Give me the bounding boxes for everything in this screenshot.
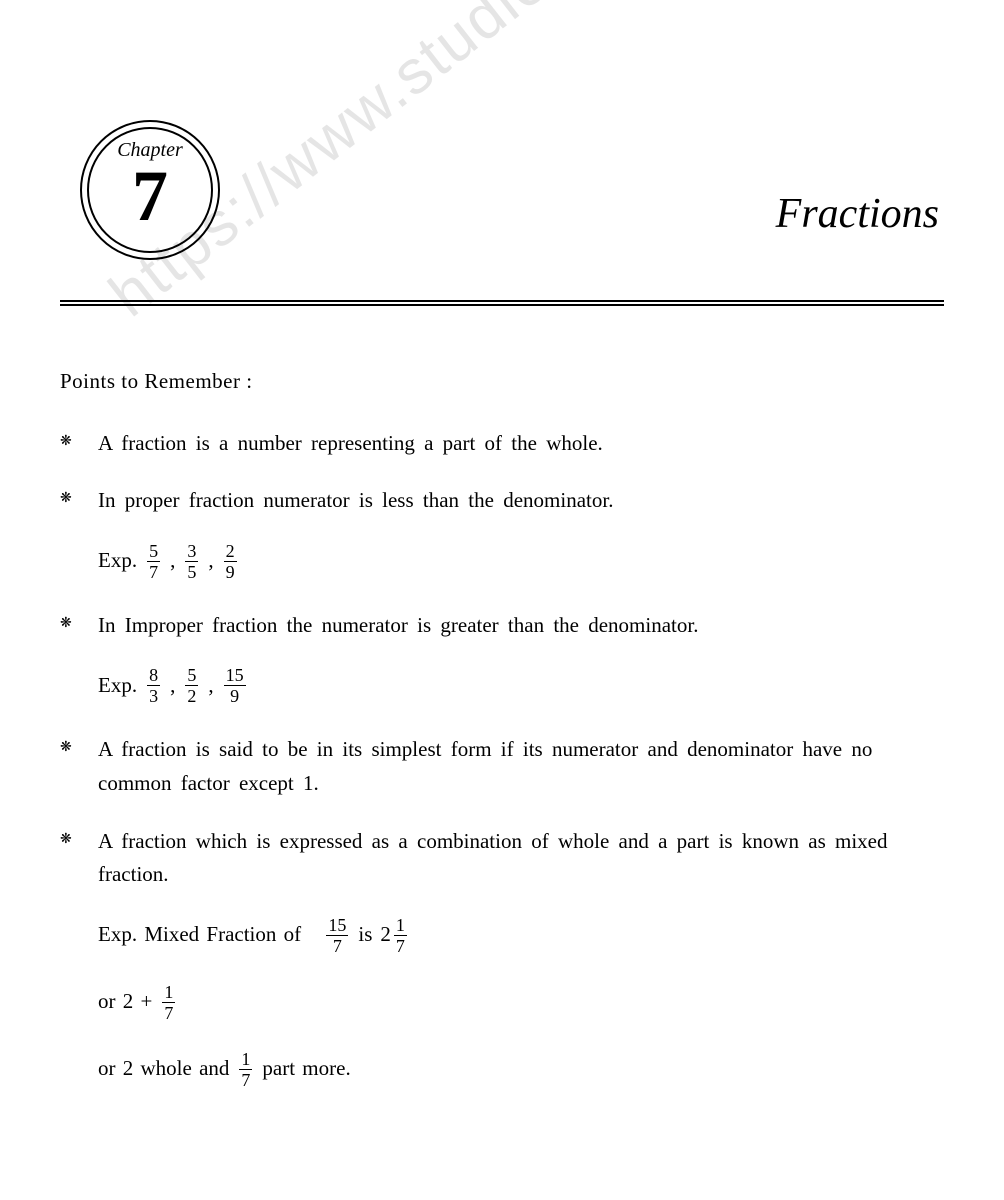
denominator: 2	[185, 686, 198, 705]
example-improper: Exp. 8 3 , 5 2 , 15 9	[60, 666, 944, 705]
comma: ,	[208, 544, 213, 578]
numerator: 15	[224, 666, 246, 686]
bullet-item: ❋ A fraction which is expressed as a com…	[60, 825, 944, 892]
denominator: 7	[331, 936, 344, 955]
denominator: 7	[162, 1003, 175, 1022]
bullet-icon: ❋	[60, 733, 98, 800]
numerator: 1	[394, 916, 407, 936]
numerator: 2	[224, 542, 237, 562]
bullet-icon: ❋	[60, 825, 98, 892]
bullet-text: A fraction is said to be in its simplest…	[98, 733, 944, 800]
line-suffix: part more.	[262, 1052, 350, 1086]
numerator: 5	[185, 666, 198, 686]
comma: ,	[170, 544, 175, 578]
fraction: 8 3	[147, 666, 160, 705]
fraction: 1 7	[162, 983, 175, 1022]
numerator: 15	[326, 916, 348, 936]
example-label: Exp.	[98, 669, 137, 703]
fraction: 3 5	[185, 542, 198, 581]
denominator: 9	[224, 562, 237, 581]
badge-inner-circle: Chapter 7	[87, 127, 213, 253]
comma: ,	[208, 669, 213, 703]
bullet-text: In proper fraction numerator is less tha…	[98, 484, 944, 518]
bullet-item: ❋ In Improper fraction the numerator is …	[60, 609, 944, 643]
numerator: 5	[147, 542, 160, 562]
example-mixed-line1: Exp. Mixed Fraction of 15 7 is 2 1 7	[60, 916, 944, 955]
example-mixed-line2: or 2 + 1 7	[60, 983, 944, 1022]
denominator: 7	[147, 562, 160, 581]
fraction: 2 9	[224, 542, 237, 581]
bullet-item: ❋ A fraction is said to be in its simple…	[60, 733, 944, 800]
example-label: Exp.	[98, 544, 137, 578]
denominator: 7	[394, 936, 407, 955]
fraction: 15 7	[326, 916, 348, 955]
fraction: 15 9	[224, 666, 246, 705]
bullet-icon: ❋	[60, 484, 98, 518]
line-prefix: or 2 whole and	[98, 1052, 229, 1086]
is-word: is	[358, 918, 372, 952]
fraction: 1 7	[239, 1050, 252, 1089]
bullet-icon: ❋	[60, 609, 98, 643]
numerator: 1	[239, 1050, 252, 1070]
bullet-text: A fraction which is expressed as a combi…	[98, 825, 944, 892]
line-prefix: or 2 +	[98, 985, 152, 1019]
bullet-item: ❋ In proper fraction numerator is less t…	[60, 484, 944, 518]
denominator: 5	[185, 562, 198, 581]
fraction: 5 7	[147, 542, 160, 581]
example-proper: Exp. 5 7 , 3 5 , 2 9	[60, 542, 944, 581]
example-mixed-line3: or 2 whole and 1 7 part more.	[60, 1050, 944, 1089]
section-heading: Points to Remember :	[60, 365, 944, 399]
denominator: 3	[147, 686, 160, 705]
chapter-number: 7	[132, 160, 168, 232]
bullet-icon: ❋	[60, 427, 98, 461]
fraction: 5 2	[185, 666, 198, 705]
numerator: 1	[162, 983, 175, 1003]
chapter-title: Fractions	[776, 190, 939, 238]
fraction: 1 7	[394, 916, 407, 955]
numerator: 3	[185, 542, 198, 562]
denominator: 7	[239, 1070, 252, 1089]
bullet-text: A fraction is a number representing a pa…	[98, 427, 944, 461]
content-area: Points to Remember : ❋ A fraction is a n…	[60, 365, 944, 1089]
chapter-badge: Chapter 7	[80, 120, 220, 260]
header-divider	[60, 300, 944, 306]
bullet-item: ❋ A fraction is a number representing a …	[60, 427, 944, 461]
example-label: Exp. Mixed Fraction of	[98, 918, 301, 952]
whole-part: 2	[380, 918, 391, 952]
numerator: 8	[147, 666, 160, 686]
comma: ,	[170, 669, 175, 703]
mixed-fraction: 2 1 7	[380, 916, 409, 955]
denominator: 9	[228, 686, 241, 705]
bullet-text: In Improper fraction the numerator is gr…	[98, 609, 944, 643]
